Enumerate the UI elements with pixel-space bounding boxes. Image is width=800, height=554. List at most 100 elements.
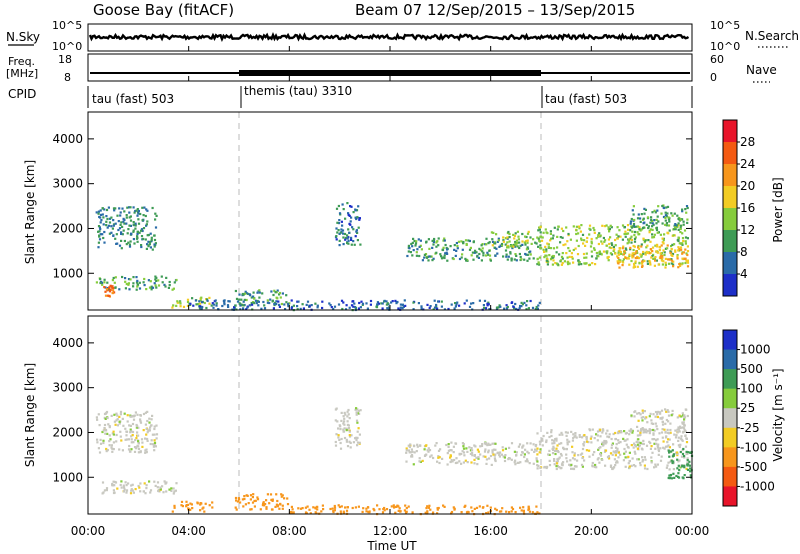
power-region-9-cell xyxy=(686,261,690,264)
power-region-8-cell xyxy=(649,240,652,243)
velocity-region-5-cell xyxy=(439,448,442,451)
velocity-region-0-cell xyxy=(144,451,147,454)
power-region-8-cell xyxy=(539,244,542,247)
power-region-7-cell xyxy=(500,242,504,246)
power-region-5-cell xyxy=(346,234,349,237)
power-region-9-cell xyxy=(640,245,643,248)
power-region-11-cell xyxy=(287,302,290,305)
velocity-region-6-cell xyxy=(566,441,569,444)
velocity-region-6-cell xyxy=(660,431,664,434)
velocity-region-6-cell xyxy=(551,442,554,445)
velocity-region-6-cell xyxy=(610,437,613,441)
velocity-region-9-cell xyxy=(428,504,431,507)
velocity-region-4-cell xyxy=(356,408,359,411)
power-region-1-cell xyxy=(121,275,124,279)
power-region-11-cell xyxy=(478,299,481,302)
velocity-region-6-cell xyxy=(570,463,573,467)
power-region-6-cell xyxy=(517,238,520,241)
power-region-0-cell xyxy=(141,229,144,233)
velocity-region-4-cell xyxy=(355,419,359,422)
velocity-region-0-cell xyxy=(115,440,118,443)
velocity-region-0-cell xyxy=(102,439,105,442)
power-region-6-cell xyxy=(449,245,452,248)
power-region-5-cell xyxy=(354,208,357,211)
velocity-region-6-cell xyxy=(658,432,661,435)
power-region-0-cell xyxy=(105,215,108,218)
power-region-10-cell xyxy=(677,217,680,220)
power-region-7-cell xyxy=(521,232,524,236)
velocity-region-1-cell xyxy=(170,487,173,490)
velocity-region-0-cell xyxy=(130,430,133,433)
power-region-6-cell xyxy=(408,247,411,250)
velocity-region-6-cell xyxy=(663,428,666,431)
velocity-region-0-cell xyxy=(148,417,151,420)
power-region-0-cell xyxy=(136,232,139,236)
velocity-region-7-cell xyxy=(640,416,643,419)
velocity-region-6-cell xyxy=(570,467,573,470)
power-region-0-cell xyxy=(99,221,102,224)
velocity-region-5-cell xyxy=(529,442,532,445)
power-region-6-cell xyxy=(452,257,455,261)
velocity-region-6-cell xyxy=(553,463,556,466)
power-region-8-cell xyxy=(565,252,568,255)
power-region-2-cell xyxy=(104,294,108,297)
power-region-10-cell xyxy=(657,220,660,223)
velocity-region-5-cell xyxy=(517,445,520,448)
power-region-1-cell xyxy=(148,286,152,289)
velocity-region-6-cell xyxy=(653,466,656,469)
velocity-region-5-cell xyxy=(441,457,444,460)
power-region-8-cell xyxy=(640,255,643,258)
velocity-region-6-cell xyxy=(613,451,616,454)
velocity-region-0-cell xyxy=(97,413,100,416)
velocity-region-8-cell xyxy=(689,470,692,473)
power-region-11-cell xyxy=(321,306,324,310)
power-region-2-cell xyxy=(109,288,112,291)
power-region-4-cell xyxy=(275,300,278,303)
power-region-9-cell xyxy=(628,253,631,256)
velocity-region-5-cell xyxy=(492,448,495,451)
velocity-region-6-cell xyxy=(539,466,542,470)
power-region-8-cell xyxy=(669,250,672,253)
power-region-11-cell xyxy=(498,304,501,307)
velocity-region-9-cell xyxy=(460,511,463,514)
velocity-region-6-cell xyxy=(639,464,642,467)
velocity-region-5-cell xyxy=(533,450,536,453)
velocity-region-0-cell xyxy=(146,410,149,413)
power-region-0-cell xyxy=(102,236,105,240)
velocity-region-6-cell xyxy=(653,429,656,432)
velocity-region-7-cell xyxy=(648,429,651,432)
power-region-9-cell xyxy=(644,253,647,256)
power-region-4-cell xyxy=(266,301,269,304)
power-region-0-cell xyxy=(125,243,128,246)
velocity-region-8-cell xyxy=(679,450,682,454)
velocity-region-6-cell xyxy=(678,445,681,449)
velocity-region-7-cell xyxy=(659,412,662,415)
velocity-region-8-cell xyxy=(681,452,685,456)
power-region-4-cell xyxy=(271,299,274,302)
power-region-8-cell xyxy=(593,247,596,250)
power-region-11-cell xyxy=(263,307,267,310)
velocity-region-9-cell xyxy=(486,504,489,507)
power-region-11-cell xyxy=(521,303,524,306)
power-region-6-cell xyxy=(436,240,439,243)
velocity-region-3-cell xyxy=(262,501,265,504)
power-region-0-cell xyxy=(106,217,109,221)
power-region-11-cell xyxy=(519,304,522,308)
power-region-8-cell xyxy=(595,237,598,240)
power-region-11-cell xyxy=(385,300,388,303)
power-region-11-cell xyxy=(429,305,432,308)
power-region-9-cell xyxy=(664,266,667,269)
velocity-region-6-cell xyxy=(603,439,606,443)
power-region-7-cell xyxy=(517,235,520,238)
velocity-region-0-cell xyxy=(128,424,131,427)
power-region-9-cell xyxy=(677,266,680,269)
power-region-8-cell xyxy=(605,252,609,255)
power-region-9-cell xyxy=(641,264,644,267)
power-region-8-cell xyxy=(662,237,665,240)
velocity-region-5-cell xyxy=(413,445,416,448)
velocity-region-6-cell xyxy=(599,453,602,456)
velocity-region-2-cell xyxy=(180,500,184,503)
velocity-region-9-cell xyxy=(372,507,375,511)
velocity-region-3-cell xyxy=(281,507,284,510)
power-region-8-cell xyxy=(649,228,652,231)
